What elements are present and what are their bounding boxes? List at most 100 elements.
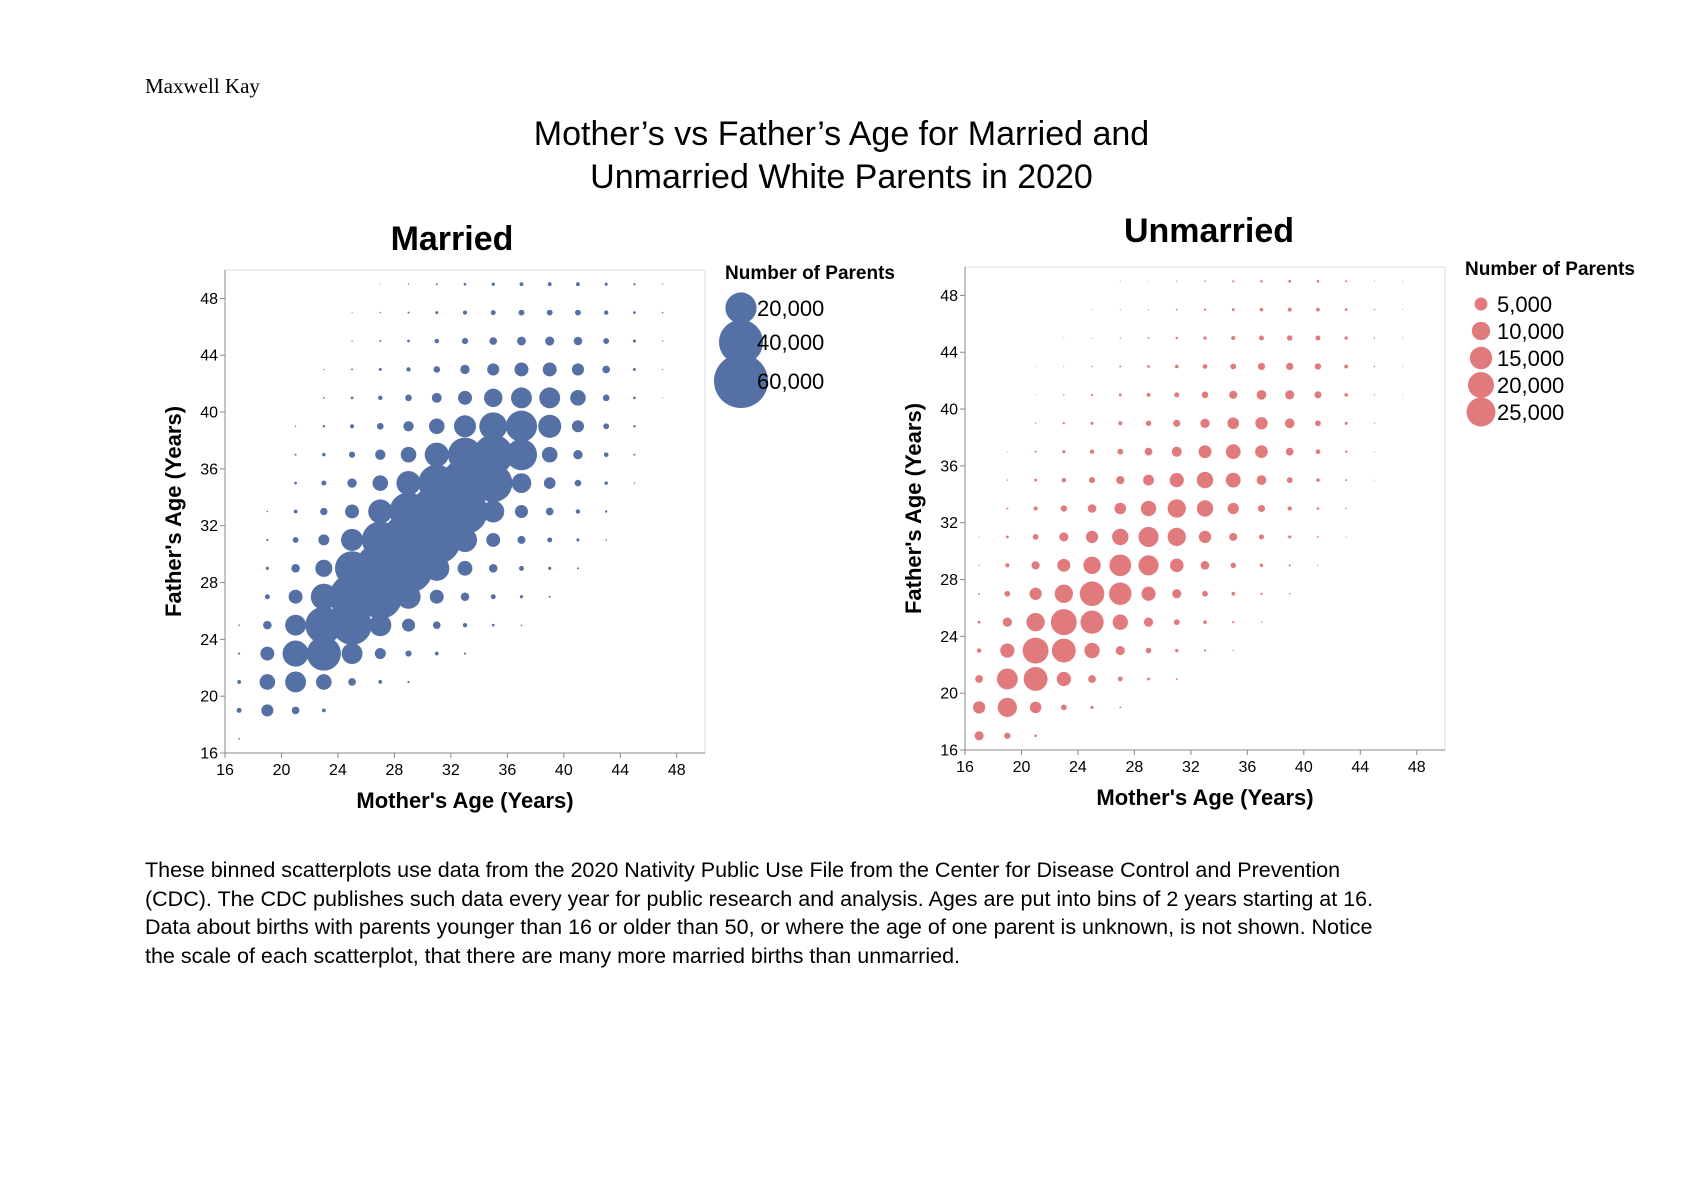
married-point <box>263 620 272 630</box>
unmarried-point <box>1260 592 1263 595</box>
author-name: Maxwell Kay <box>145 74 260 98</box>
married-point <box>318 534 330 546</box>
unmarried-point <box>1231 308 1235 312</box>
married-point <box>259 674 276 690</box>
married-y-tick-label: 16 <box>200 746 218 763</box>
unmarried-point <box>1119 365 1122 368</box>
married-point <box>491 623 495 627</box>
unmarried-point <box>1345 479 1348 482</box>
married-y-axis-title: Father's Age (Years) <box>161 406 186 617</box>
married-point <box>264 594 270 600</box>
married-point <box>238 624 240 626</box>
married-point <box>432 621 441 629</box>
married-x-tick-label: 28 <box>386 762 404 779</box>
unmarried-point <box>1373 308 1376 311</box>
unmarried-point <box>1115 645 1125 656</box>
married-point <box>575 509 581 514</box>
married-point <box>310 583 337 610</box>
married-x-tick-label: 24 <box>329 762 347 779</box>
married-point <box>435 283 438 286</box>
married-point <box>458 390 472 405</box>
unmarried-y-tick-label: 36 <box>940 458 958 475</box>
married-point <box>316 674 332 690</box>
unmarried-point <box>1114 502 1127 515</box>
married-y-tick-label: 48 <box>200 291 218 308</box>
married-point <box>429 589 444 604</box>
married-point <box>400 446 417 463</box>
married-y-tick-label: 32 <box>200 518 218 535</box>
unmarried-point <box>1143 617 1154 627</box>
unmarried-point <box>1231 591 1236 596</box>
unmarried-point <box>1203 649 1207 652</box>
unmarried-y-tick-label: 20 <box>940 686 958 703</box>
unmarried-point <box>1259 563 1264 568</box>
unmarried-point <box>1060 505 1068 512</box>
unmarried-y-tick-label: 24 <box>940 629 958 646</box>
main-title: Mother’s vs Father’s Age for Married and… <box>0 113 1683 199</box>
married-point <box>605 539 607 541</box>
married-y-tick-label: 28 <box>200 575 218 592</box>
married-point <box>602 365 610 374</box>
married-point <box>428 418 445 435</box>
unmarried-point <box>1006 479 1009 481</box>
unmarried-point <box>1260 279 1263 283</box>
unmarried-point <box>1002 617 1012 627</box>
unmarried-point <box>1090 705 1094 709</box>
unmarried-point <box>1257 362 1266 370</box>
unmarried-point <box>1258 335 1264 341</box>
unmarried-point <box>1051 638 1076 663</box>
unmarried-point <box>1169 472 1184 488</box>
unmarried-point <box>1230 562 1236 569</box>
unmarried-point <box>1062 422 1065 425</box>
unmarried-point <box>1229 532 1238 541</box>
unmarried-point <box>1204 280 1206 283</box>
married-point <box>293 509 298 514</box>
unmarried-point <box>1196 471 1214 489</box>
married-point <box>484 388 503 408</box>
unmarried-point <box>1402 280 1404 282</box>
married-point <box>351 368 353 371</box>
unmarried-legend-label: 15,000 <box>1497 346 1564 371</box>
married-point <box>266 510 269 513</box>
married-point <box>407 339 410 343</box>
married-point <box>288 589 303 604</box>
married-point <box>435 311 439 315</box>
unmarried-legend-label: 5,000 <box>1497 292 1552 317</box>
married-point <box>447 437 483 472</box>
unmarried-legend-label: 20,000 <box>1497 373 1564 398</box>
married-point <box>460 364 470 375</box>
married-point <box>463 282 467 286</box>
unmarried-point <box>1117 676 1123 682</box>
unmarried-point <box>1203 620 1207 624</box>
married-point <box>538 414 562 438</box>
unmarried-point <box>1200 561 1210 570</box>
unmarried-point <box>1173 419 1181 427</box>
unmarried-point <box>1026 612 1045 632</box>
unmarried-point <box>1090 421 1094 425</box>
unmarried-point <box>1089 477 1096 484</box>
unmarried-point <box>1000 643 1015 658</box>
unmarried-point <box>1035 394 1037 396</box>
unmarried-point <box>1314 391 1322 399</box>
unmarried-point <box>1147 308 1150 311</box>
unmarried-legend-symbol <box>1468 372 1494 398</box>
unmarried-point <box>1148 280 1150 282</box>
married-point <box>350 396 354 400</box>
unmarried-point <box>1286 335 1293 341</box>
unmarried-point <box>1109 582 1132 605</box>
married-point <box>548 595 551 598</box>
unmarried-point <box>1141 586 1156 601</box>
unmarried-point <box>1119 280 1121 282</box>
married-x-tick-label: 44 <box>611 762 629 779</box>
married-point <box>661 311 664 314</box>
married-point <box>375 449 386 460</box>
unmarried-point <box>1119 309 1121 311</box>
unmarried-point <box>1109 554 1132 577</box>
unmarried-point <box>1054 584 1073 603</box>
married-point <box>369 614 392 637</box>
married-point <box>403 421 414 432</box>
married-point <box>603 423 610 430</box>
unmarried-point <box>1147 365 1150 368</box>
unmarried-legend: Number of Parents 5,00010,00015,00020,000… <box>1465 259 1635 427</box>
married-point <box>514 362 529 377</box>
